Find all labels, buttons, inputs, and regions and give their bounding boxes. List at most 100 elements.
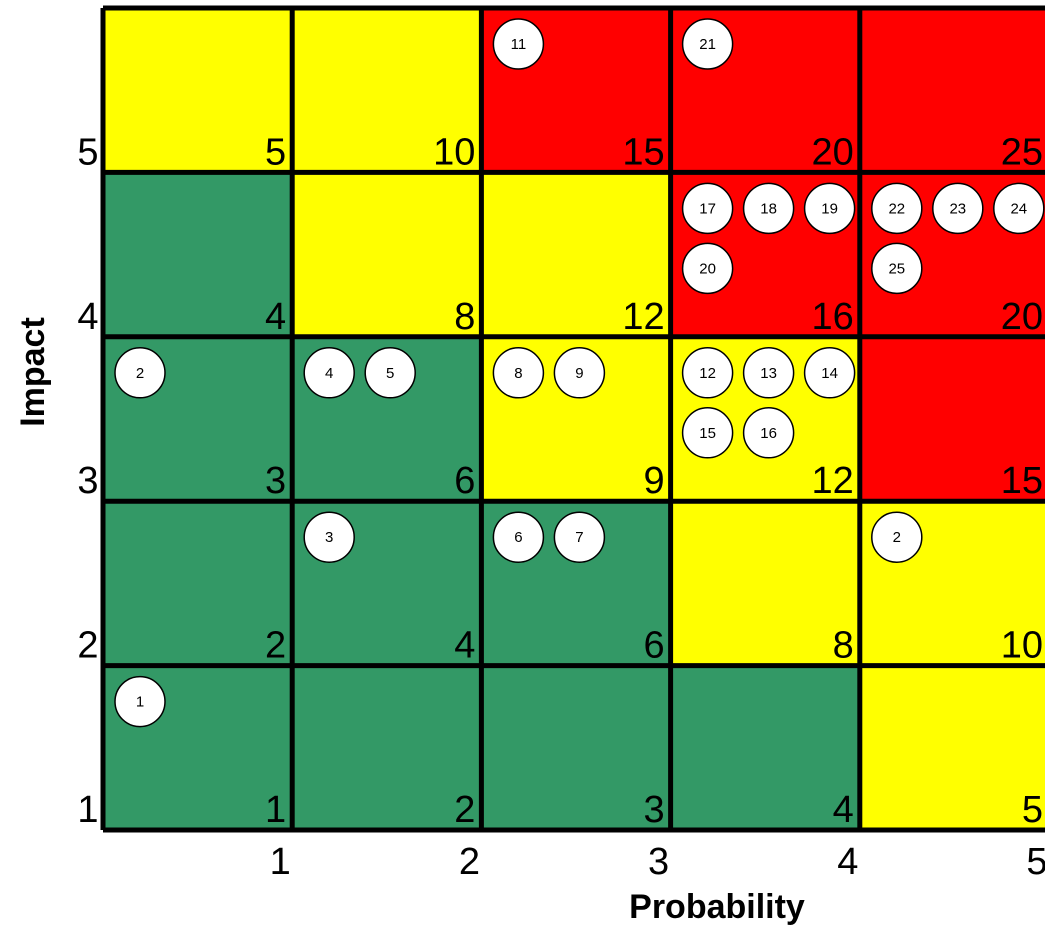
risk-marker-label: 21 (699, 36, 716, 53)
risk-marker-circle (364, 347, 416, 399)
x-tick-label: 2 (459, 841, 480, 883)
matrix-cell-p5-i5 (859, 8, 1045, 173)
x-tick-label: 5 (1026, 841, 1045, 883)
risk-marker: 11 (492, 18, 545, 70)
risk-marker-label: 5 (386, 365, 394, 382)
risk-marker-label: 2 (893, 529, 901, 546)
risk-marker: 23 (932, 182, 984, 235)
risk-marker-circle (871, 182, 923, 235)
risk-marker-circle (303, 347, 355, 399)
risk-marker-label: 7 (575, 529, 583, 546)
cell-score: 8 (833, 625, 854, 667)
y-tick-label: 2 (77, 625, 98, 667)
matrix-cell-p5-i3 (859, 336, 1045, 502)
risk-marker-label: 24 (1010, 200, 1027, 217)
risk-marker-label: 4 (325, 365, 333, 382)
risk-marker-label: 20 (699, 260, 716, 277)
risk-marker-circle (303, 511, 355, 563)
risk-marker-circle (492, 347, 545, 399)
risk-marker: 14 (803, 347, 856, 399)
risk-marker-label: 6 (514, 529, 522, 546)
cell-score: 1 (265, 789, 286, 831)
cell-score: 25 (1001, 131, 1043, 173)
cell-score: 5 (265, 131, 286, 173)
risk-marker: 18 (742, 182, 795, 235)
risk-marker-circle (114, 347, 166, 399)
risk-marker-circle (932, 182, 984, 235)
x-axis-title: Probability (629, 888, 805, 926)
cell-score: 20 (812, 131, 854, 173)
risk-marker: 13 (742, 347, 795, 399)
risk-marker-circle (681, 407, 734, 459)
cell-score: 3 (643, 789, 664, 831)
matrix-cell-p4-i1 (670, 665, 860, 830)
cell-score: 15 (1001, 460, 1043, 502)
risk-marker: 6 (492, 511, 545, 563)
matrix-cell-p3-i1 (481, 665, 671, 830)
cell-score: 8 (454, 296, 475, 338)
risk-marker-label: 15 (699, 425, 716, 442)
matrix-grid (100, 5, 1045, 833)
cell-score: 3 (265, 460, 286, 502)
risk-marker-circle (492, 511, 545, 563)
cell-score: 4 (833, 789, 854, 831)
risk-marker: 2 (114, 347, 166, 399)
risk-marker-label: 11 (511, 36, 527, 53)
risk-marker: 17 (681, 182, 734, 235)
risk-marker-circle (681, 18, 734, 70)
y-tick-label: 4 (77, 296, 98, 338)
risk-marker-circle (681, 242, 734, 295)
risk-marker: 15 (681, 407, 734, 459)
y-tick-label: 1 (77, 789, 98, 831)
y-tick-label: 5 (77, 131, 98, 173)
cell-score: 16 (812, 296, 854, 338)
cell-score: 2 (454, 789, 475, 831)
cell-score: 10 (1001, 625, 1043, 667)
risk-marker-circle (742, 347, 795, 399)
risk-marker-circle (553, 347, 606, 399)
cell-score: 12 (812, 460, 854, 502)
risk-marker-label: 22 (888, 200, 905, 217)
risk-marker: 9 (553, 347, 606, 399)
risk-marker-circle (871, 242, 923, 295)
matrix-cell-p1-i4 (103, 172, 293, 337)
risk-marker-label: 8 (514, 365, 522, 382)
risk-marker: 5 (364, 347, 416, 399)
matrix-cell-p2-i1 (292, 665, 482, 830)
risk-marker-circle (803, 347, 856, 399)
matrix-cell-p1-i5 (103, 8, 293, 173)
risk-marker: 2 (871, 511, 923, 563)
matrix-cell-p3-i4 (481, 172, 671, 337)
risk-marker: 4 (303, 347, 355, 399)
risk-marker-label: 17 (699, 200, 716, 217)
x-tick-label: 1 (270, 841, 291, 883)
risk-marker: 12 (681, 347, 734, 399)
risk-marker-circle (553, 511, 606, 563)
risk-marker-circle (492, 18, 545, 70)
risk-marker: 3 (303, 511, 355, 563)
risk-marker-circle (993, 182, 1045, 235)
matrix-cell-p2-i5 (292, 8, 482, 173)
risk-marker-label: 16 (760, 425, 777, 442)
risk-marker: 20 (681, 242, 734, 295)
risk-marker-label: 19 (821, 200, 838, 217)
risk-marker-label: 25 (888, 260, 905, 277)
cell-score: 6 (643, 625, 664, 667)
risk-marker: 8 (492, 347, 545, 399)
risk-marker-label: 23 (949, 200, 966, 217)
risk-marker-circle (742, 182, 795, 235)
risk-marker-circle (114, 675, 166, 728)
risk-marker: 25 (871, 242, 923, 295)
risk-marker-circle (871, 511, 923, 563)
risk-marker-circle (742, 407, 795, 459)
risk-marker: 24 (993, 182, 1045, 235)
risk-marker-label: 13 (760, 365, 777, 382)
x-tick-label: 3 (648, 841, 669, 883)
risk-marker-label: 3 (325, 529, 333, 546)
risk-marker-label: 2 (136, 365, 144, 382)
risk-marker-label: 1 (136, 694, 144, 711)
matrix-cell-p5-i1 (859, 665, 1045, 830)
